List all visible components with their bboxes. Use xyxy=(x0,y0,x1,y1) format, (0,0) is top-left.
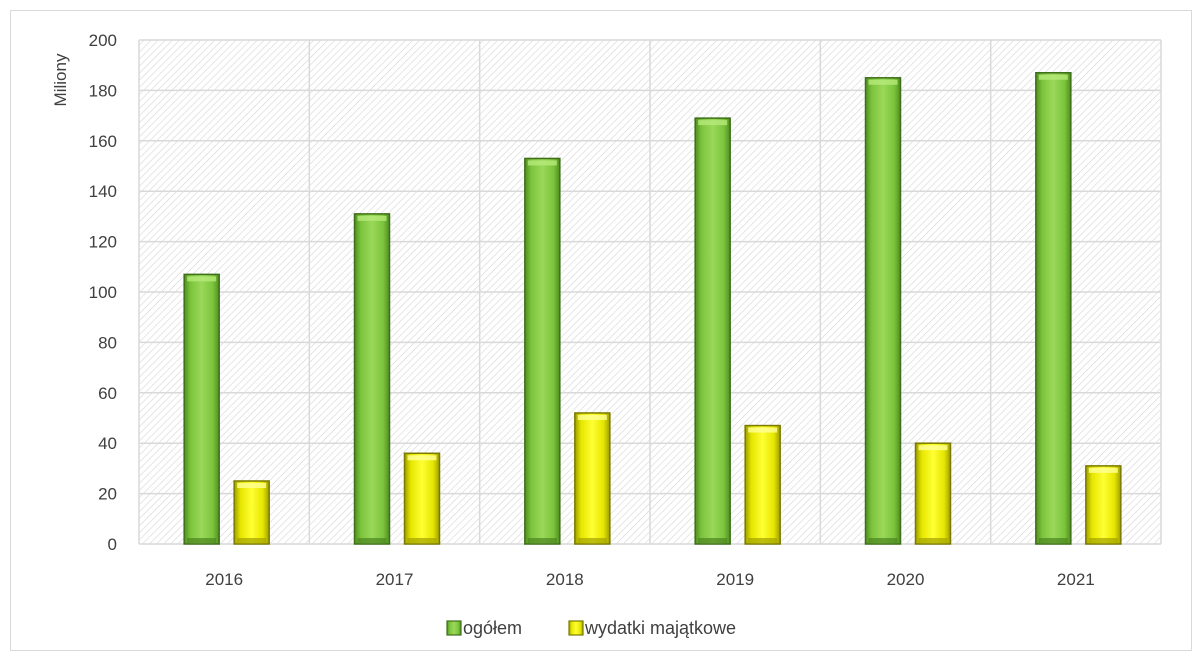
bar-wydatki-2018 xyxy=(574,412,611,545)
bar-base-shade xyxy=(187,538,217,543)
bar-body xyxy=(1085,465,1122,545)
y-tick-label: 60 xyxy=(98,384,117,403)
bar-body xyxy=(574,412,611,545)
y-tick-label: 80 xyxy=(98,333,117,352)
bar-highlight xyxy=(357,215,387,221)
bar-highlight xyxy=(868,79,898,85)
legend-label: ogółem xyxy=(463,618,522,638)
gridlines xyxy=(138,39,1162,545)
bar-base-shade xyxy=(357,538,387,543)
bar-highlight xyxy=(698,120,728,126)
bar-ogolem-2018 xyxy=(524,157,561,545)
bar-highlight xyxy=(577,414,607,420)
bar-base-shade xyxy=(748,538,778,543)
x-tick-label: 2018 xyxy=(546,570,584,589)
bar-base-shade xyxy=(527,538,557,543)
bar-base-shade xyxy=(1038,538,1068,543)
legend-item-ogolem: ogółem xyxy=(446,618,522,638)
y-tick-label: 180 xyxy=(89,81,117,100)
bar-highlight xyxy=(527,160,557,166)
bar-ogolem-2017 xyxy=(353,213,391,545)
bar-ogolem-2019 xyxy=(694,117,731,545)
y-tick-label: 200 xyxy=(89,31,117,50)
bar-ogolem-2020 xyxy=(864,77,902,545)
bar-body xyxy=(524,157,561,545)
bar-highlight xyxy=(1038,74,1068,80)
x-tick-label: 2020 xyxy=(887,570,925,589)
bar-highlight xyxy=(918,445,948,451)
x-tick-label: 2017 xyxy=(376,570,414,589)
y-tick-label: 100 xyxy=(89,283,117,302)
bar-highlight xyxy=(187,276,217,282)
y-axis-ticks: 0 20 40 60 80 100 120 140 160 180 200 xyxy=(89,31,117,554)
bar-highlight xyxy=(1088,467,1118,473)
bar-wydatki-2020 xyxy=(914,442,952,545)
y-tick-label: 40 xyxy=(98,434,117,453)
bar-base-shade xyxy=(698,538,728,543)
x-tick-label: 2019 xyxy=(716,570,754,589)
y-tick-label: 0 xyxy=(108,535,117,554)
bar-base-shade xyxy=(577,538,607,543)
bar-highlight xyxy=(407,455,437,461)
bar-wydatki-2021 xyxy=(1085,465,1122,545)
bar-body xyxy=(403,452,441,545)
bar-wydatki-2017 xyxy=(403,452,441,545)
bar-highlight xyxy=(748,427,778,433)
bar-base-shade xyxy=(237,538,267,543)
y-tick-label: 140 xyxy=(89,182,117,201)
y-tick-label: 160 xyxy=(89,132,117,151)
bar-base-shade xyxy=(868,538,898,543)
bar-body xyxy=(694,117,731,545)
bar-base-shade xyxy=(407,538,437,543)
legend-swatch xyxy=(568,620,584,636)
bar-ogolem-2016 xyxy=(183,273,220,545)
x-tick-label: 2021 xyxy=(1057,570,1095,589)
bar-highlight xyxy=(237,483,267,488)
bar-body xyxy=(183,273,220,545)
bar-wydatki-2019 xyxy=(744,424,781,545)
bar-body xyxy=(864,77,902,545)
legend-item-wydatki-majatkowe: wydatki majątkowe xyxy=(568,618,736,638)
y-tick-label: 20 xyxy=(98,485,117,504)
y-tick-label: 120 xyxy=(89,233,117,252)
bar-wydatki-2016 xyxy=(233,480,270,545)
bar-base-shade xyxy=(918,538,948,543)
bar-ogolem-2021 xyxy=(1035,72,1072,545)
bars xyxy=(183,72,1122,545)
bar-base-shade xyxy=(1088,538,1118,543)
bar-body xyxy=(744,424,781,545)
bar-body xyxy=(1035,72,1072,545)
bar-body xyxy=(914,442,952,545)
x-tick-label: 2016 xyxy=(205,570,243,589)
legend-label: wydatki majątkowe xyxy=(584,618,736,638)
legend-swatch xyxy=(446,620,462,636)
y-axis-title: Miliony xyxy=(51,53,70,106)
legend: ogółem wydatki majątkowe xyxy=(446,618,736,638)
bar-body xyxy=(233,480,270,545)
x-axis-labels: 2016 2017 2018 2019 2020 2021 xyxy=(205,570,1094,589)
bar-body xyxy=(353,213,391,545)
